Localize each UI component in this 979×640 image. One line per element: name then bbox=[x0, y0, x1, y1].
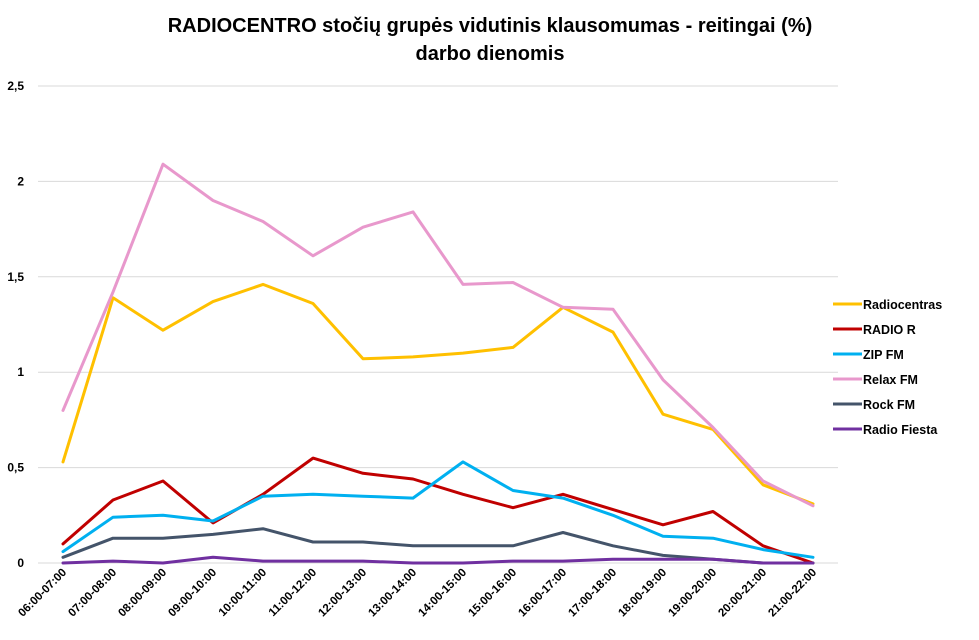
legend-item: RADIO R bbox=[833, 323, 916, 337]
x-axis: 06:00-07:0007:00-08:0008:00-09:0009:00-1… bbox=[16, 567, 819, 620]
x-tick-label: 12:00-13:00 bbox=[316, 567, 369, 620]
series-line-rock-fm bbox=[61, 527, 815, 565]
series-line-radio-r bbox=[61, 456, 815, 565]
chart-title: RADIOCENTRO stočių grupės vidutinis klau… bbox=[150, 12, 830, 68]
gridlines bbox=[38, 85, 838, 564]
series-line-radiocentras bbox=[61, 282, 815, 506]
x-tick-label: 18:00-19:00 bbox=[616, 567, 669, 620]
y-axis: 0 0,5 1 1,5 2 2,5 bbox=[7, 79, 24, 570]
x-tick-label: 14:00-15:00 bbox=[416, 567, 469, 620]
legend-item: Rock FM bbox=[833, 398, 915, 412]
legend-item: Radio Fiesta bbox=[833, 423, 938, 437]
x-tick-label: 19:00-20:00 bbox=[666, 567, 719, 620]
y-tick-label: 2,5 bbox=[7, 79, 24, 93]
legend-item: Radiocentras bbox=[833, 298, 942, 312]
legend-item: Relax FM bbox=[833, 373, 918, 387]
legend-item: ZIP FM bbox=[833, 348, 904, 362]
x-tick-label: 20:00-21:00 bbox=[716, 567, 769, 620]
y-tick-label: 0 bbox=[17, 556, 24, 570]
chart-title-line-1: RADIOCENTRO stočių grupės vidutinis klau… bbox=[167, 15, 813, 37]
x-tick-label: 10:00-11:00 bbox=[217, 567, 269, 619]
legend-label: Rock FM bbox=[863, 398, 915, 412]
series-line-zip-fm bbox=[61, 460, 815, 559]
series-line-relax-fm bbox=[61, 162, 815, 508]
y-tick-label: 0,5 bbox=[7, 461, 24, 475]
y-tick-label: 1 bbox=[17, 365, 24, 379]
x-tick-label: 17:00-18:00 bbox=[566, 567, 619, 620]
legend-label: Radiocentras bbox=[863, 298, 942, 312]
legend-label: RADIO R bbox=[863, 323, 916, 337]
series-lines bbox=[61, 162, 815, 565]
y-tick-label: 2 bbox=[17, 174, 24, 188]
x-tick-label: 08:00-09:00 bbox=[116, 567, 169, 620]
x-tick-label: 21:00-22:00 bbox=[766, 567, 819, 620]
x-tick-label: 06:00-07:00 bbox=[16, 567, 69, 620]
y-tick-label: 1,5 bbox=[7, 270, 24, 284]
legend-label: ZIP FM bbox=[863, 348, 904, 362]
x-tick-label: 16:00-17:00 bbox=[516, 567, 569, 620]
chart-title-line-2: darbo dienomis bbox=[415, 43, 565, 65]
x-tick-label: 11:00-12:00 bbox=[267, 567, 319, 619]
x-tick-label: 15:00-16:00 bbox=[466, 567, 519, 620]
legend: Radiocentras RADIO R ZIP FM Relax FM Rock FM… bbox=[833, 298, 942, 437]
x-tick-label: 07:00-08:00 bbox=[66, 567, 119, 620]
x-tick-label: 13:00-14:00 bbox=[366, 567, 419, 620]
legend-label: Radio Fiesta bbox=[863, 423, 938, 437]
x-tick-label: 09:00-10:00 bbox=[166, 567, 219, 620]
series-line-radio-fiesta bbox=[61, 555, 815, 565]
legend-label: Relax FM bbox=[863, 373, 918, 387]
